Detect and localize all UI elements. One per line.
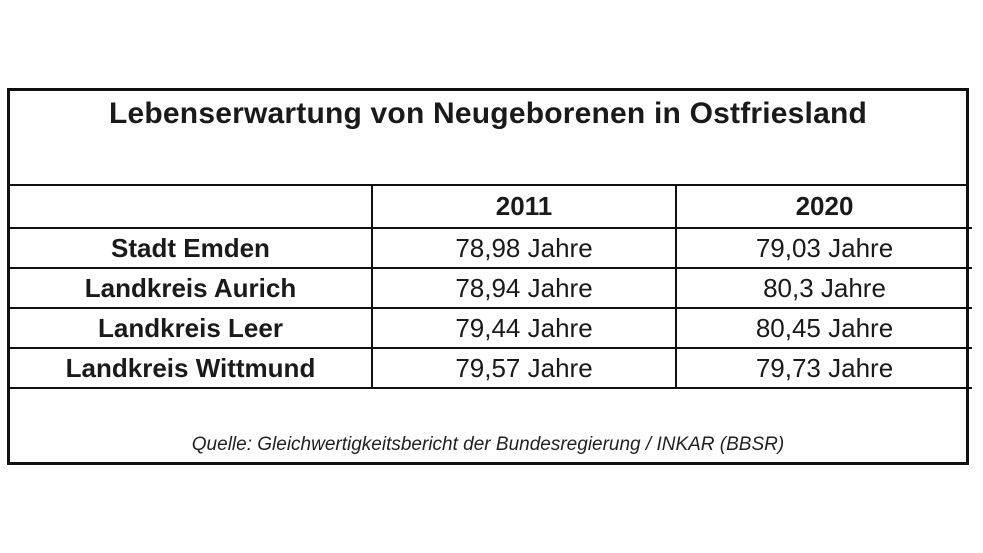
life-expectancy-table-frame: Lebenserwartung von Neugeborenen in Ostf… [7,88,972,465]
value-2011: 79,57 Jahre [372,348,677,389]
table-header-row: 2011 2020 [10,186,972,229]
header-cell-2020: 2020 [676,186,972,229]
table-row: Landkreis Aurich 78,94 Jahre 80,3 Jahre [10,268,972,309]
table-row: Stadt Emden 78,98 Jahre 79,03 Jahre [10,228,972,269]
value-2020: 79,73 Jahre [676,348,972,389]
value-2011: 78,98 Jahre [372,228,677,269]
value-2011: 78,94 Jahre [372,268,677,309]
header-cell-2011: 2011 [372,186,677,229]
value-2020: 80,45 Jahre [676,308,972,349]
table-row: Landkreis Leer 79,44 Jahre 80,45 Jahre [10,308,972,349]
header-cell-empty [10,186,373,229]
value-2020: 79,03 Jahre [676,228,972,269]
table-title: Lebenserwartung von Neugeborenen in Ostf… [10,91,966,186]
row-label: Landkreis Leer [10,308,373,349]
source-note: Quelle: Gleichwertigkeitsbericht der Bun… [191,434,785,455]
row-label: Landkreis Wittmund [10,348,373,389]
life-expectancy-table: 2011 2020 Stadt Emden 78,98 Jahre 79,03 … [10,186,972,389]
value-2011: 79,44 Jahre [372,308,677,349]
table-row: Landkreis Wittmund 79,57 Jahre 79,73 Jah… [10,348,972,389]
value-2020: 80,3 Jahre [676,268,972,309]
row-label: Stadt Emden [10,228,373,269]
row-label: Landkreis Aurich [10,268,373,309]
